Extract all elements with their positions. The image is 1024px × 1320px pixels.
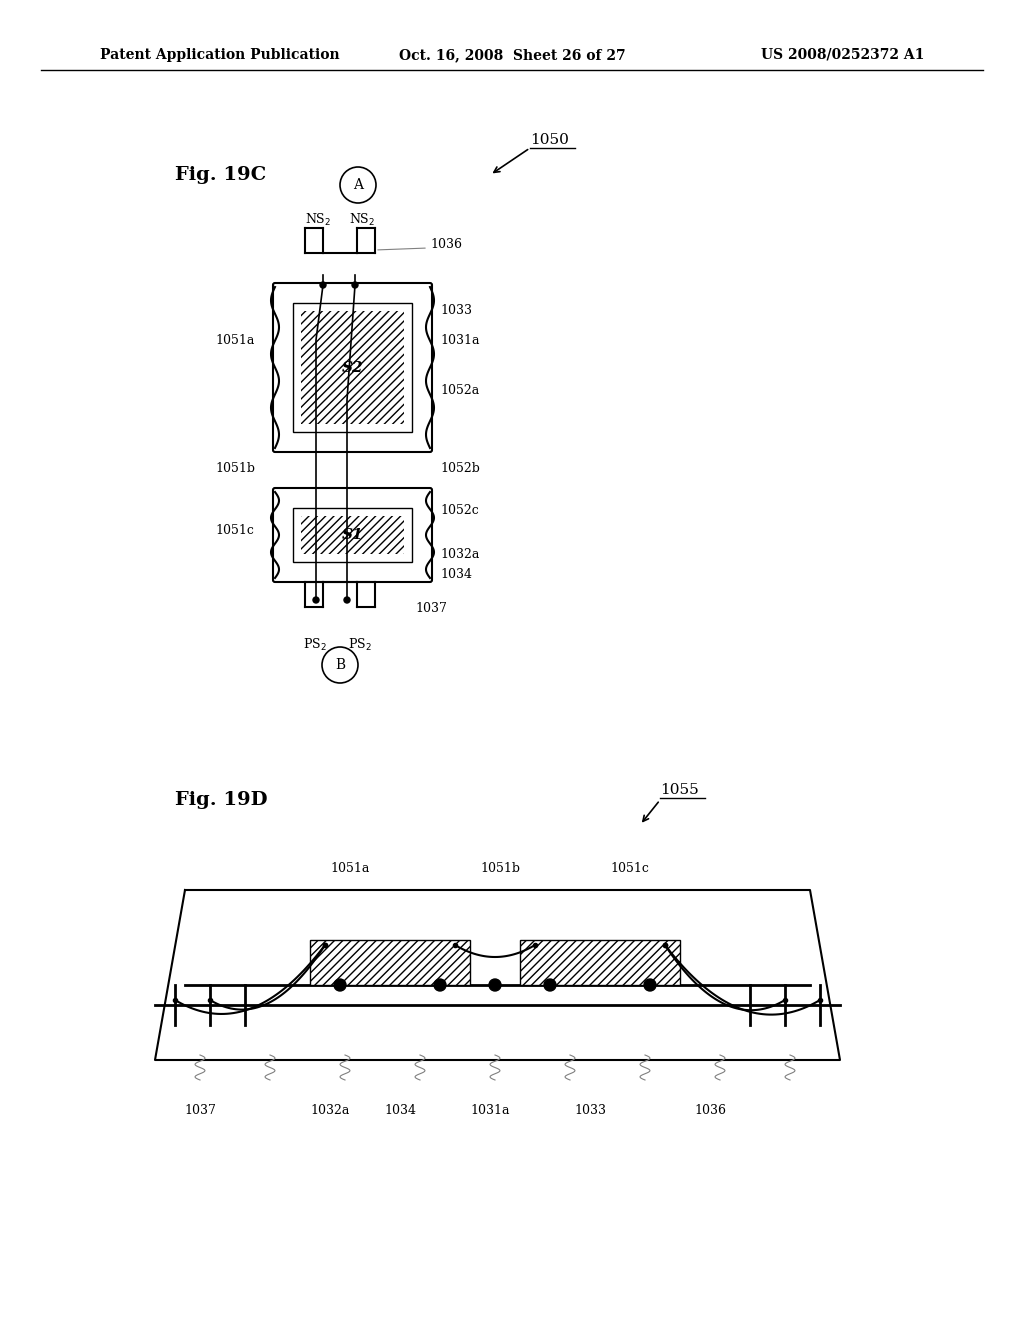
Circle shape bbox=[544, 979, 556, 991]
Bar bbox=[310, 940, 470, 985]
Text: 1052b: 1052b bbox=[440, 462, 480, 474]
Bar bbox=[301, 312, 404, 424]
Text: 1034: 1034 bbox=[384, 1104, 416, 1117]
Circle shape bbox=[489, 979, 501, 991]
Text: 1032a: 1032a bbox=[440, 549, 479, 561]
Text: A: A bbox=[353, 178, 362, 191]
Text: B: B bbox=[335, 657, 345, 672]
Text: 1031a: 1031a bbox=[470, 1104, 510, 1117]
Circle shape bbox=[319, 282, 326, 288]
Text: 1052a: 1052a bbox=[440, 384, 479, 396]
Circle shape bbox=[352, 282, 358, 288]
Text: 1032a: 1032a bbox=[310, 1104, 349, 1117]
Bar bbox=[293, 508, 412, 562]
Text: PS$_2$: PS$_2$ bbox=[303, 638, 327, 653]
Text: 1036: 1036 bbox=[694, 1104, 726, 1117]
FancyBboxPatch shape bbox=[273, 282, 432, 451]
Text: 1051b: 1051b bbox=[480, 862, 520, 874]
Text: PS$_2$: PS$_2$ bbox=[348, 638, 372, 653]
Text: Fig. 19C: Fig. 19C bbox=[175, 166, 266, 183]
Text: 1051a: 1051a bbox=[331, 862, 370, 874]
Text: NS$_2$: NS$_2$ bbox=[305, 213, 331, 228]
Text: 1051b: 1051b bbox=[215, 462, 255, 474]
Circle shape bbox=[334, 979, 346, 991]
Circle shape bbox=[434, 979, 446, 991]
Bar bbox=[301, 516, 404, 554]
Text: 1051c: 1051c bbox=[610, 862, 649, 874]
Text: 1055: 1055 bbox=[660, 783, 698, 797]
Text: S2: S2 bbox=[342, 360, 364, 375]
Text: 1036: 1036 bbox=[430, 239, 462, 252]
Bar bbox=[293, 304, 412, 432]
Text: 1037: 1037 bbox=[415, 602, 446, 615]
Text: S1: S1 bbox=[342, 528, 364, 543]
Text: 1050: 1050 bbox=[530, 133, 569, 147]
Bar bbox=[520, 940, 680, 985]
Circle shape bbox=[644, 979, 656, 991]
Circle shape bbox=[344, 597, 350, 603]
Circle shape bbox=[313, 597, 319, 603]
Text: NS$_2$: NS$_2$ bbox=[349, 213, 375, 228]
Text: 1033: 1033 bbox=[574, 1104, 606, 1117]
Text: 1051a: 1051a bbox=[215, 334, 254, 346]
Polygon shape bbox=[155, 890, 840, 1060]
Text: 1037: 1037 bbox=[184, 1104, 216, 1117]
FancyBboxPatch shape bbox=[273, 488, 432, 582]
Text: Fig. 19D: Fig. 19D bbox=[175, 791, 267, 809]
Text: US 2008/0252372 A1: US 2008/0252372 A1 bbox=[761, 48, 924, 62]
Text: 1034: 1034 bbox=[440, 569, 472, 582]
Text: Patent Application Publication: Patent Application Publication bbox=[100, 48, 340, 62]
Text: 1033: 1033 bbox=[440, 304, 472, 317]
Text: 1052c: 1052c bbox=[440, 503, 479, 516]
Text: 1031a: 1031a bbox=[440, 334, 479, 346]
Text: Oct. 16, 2008  Sheet 26 of 27: Oct. 16, 2008 Sheet 26 of 27 bbox=[398, 48, 626, 62]
Text: 1051c: 1051c bbox=[215, 524, 254, 536]
